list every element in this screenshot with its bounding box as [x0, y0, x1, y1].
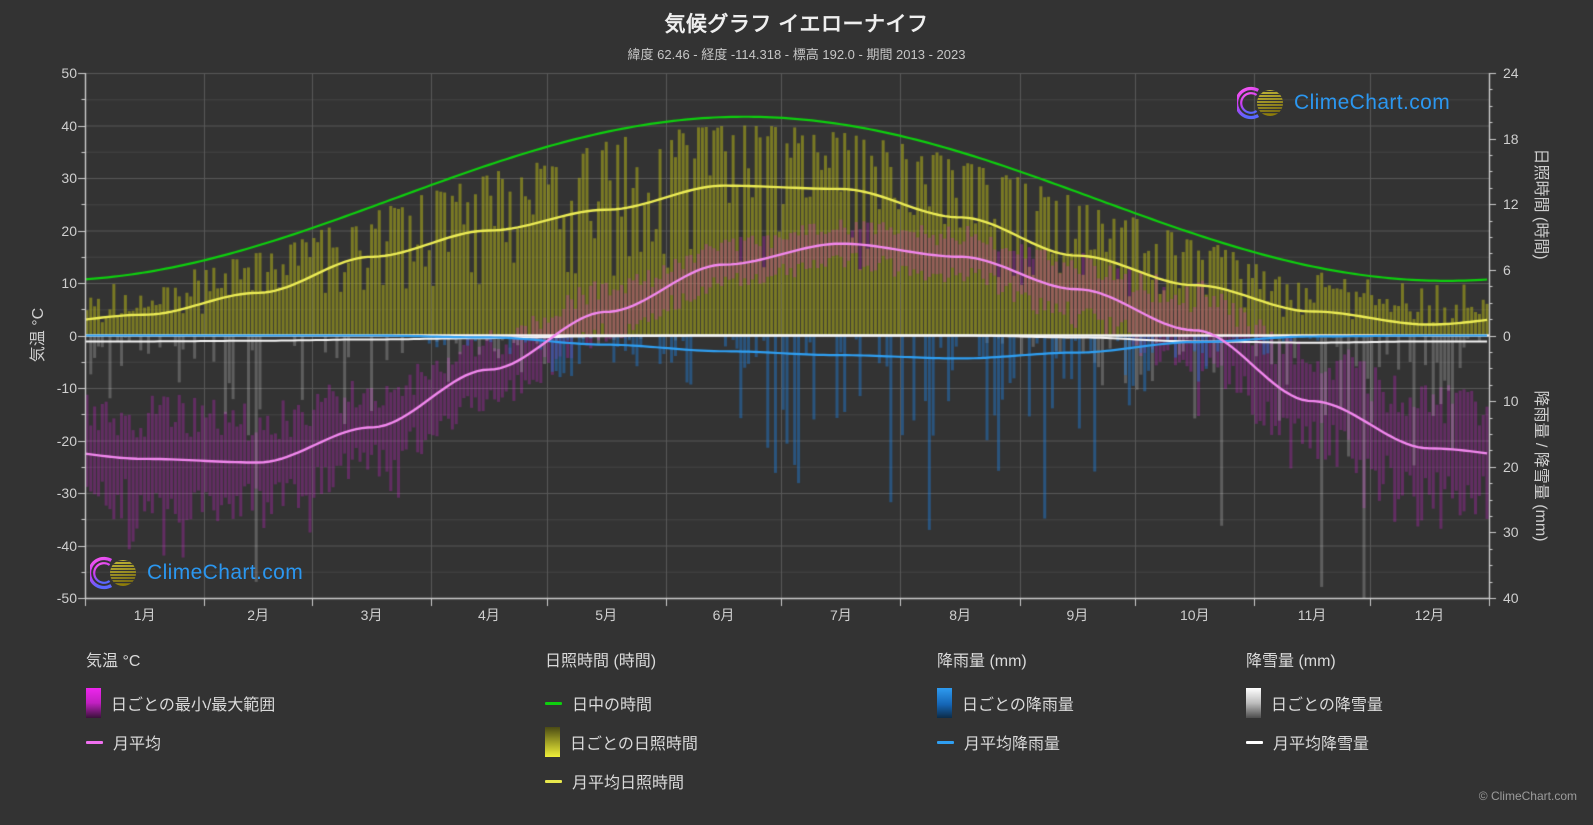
legend-item-mean-snow: 月平均降雪量: [1246, 727, 1369, 757]
climechart-logo-icon: [90, 556, 136, 590]
month-label: 1月: [133, 607, 156, 623]
daylight-line-swatch: [545, 701, 562, 705]
sunshine-daily-swatch: [545, 727, 560, 757]
month-label: 7月: [829, 607, 852, 623]
watermark-brand-text: ClimeChart.com: [1294, 91, 1451, 114]
legend-item-mean-rain: 月平均降雨量: [937, 727, 1060, 757]
precip-axis-tick-label: 20: [1503, 458, 1519, 475]
rain-daily-swatch: [937, 688, 952, 718]
month-label: 12月: [1414, 607, 1445, 623]
sun-axis-tick-label: 18: [1503, 130, 1519, 147]
legend-item-temp-mean: 月平均: [86, 727, 161, 757]
temp-axis-tick-label: -40: [56, 537, 77, 554]
month-label: 9月: [1066, 607, 1089, 623]
legend-item-temp-range: 日ごとの最小/最大範囲: [86, 688, 275, 718]
precip-axis-tick-label: 10: [1503, 393, 1519, 410]
temp-axis-tick-label: 30: [61, 170, 77, 186]
sun-axis-tick-label: 0: [1503, 327, 1511, 344]
legend-label: 月平均降雨量: [964, 736, 1061, 753]
legend-label: 日ごとの日照時間: [570, 736, 698, 753]
temp-axis-tick-label: -30: [56, 485, 77, 501]
legend-item-mean-sunshine: 月平均日照時間: [545, 766, 684, 796]
legend: 気温 °C 日ごとの最小/最大範囲 月平均 日照時間 (時間) 日中の時間 日ご…: [0, 645, 1593, 815]
sun-axis-tick-label: 24: [1503, 65, 1519, 81]
legend-label: 日ごとの降雪量: [1271, 697, 1383, 714]
sun-axis-tick-label: 12: [1503, 196, 1519, 213]
month-label: 5月: [595, 607, 618, 623]
temp-axis-tick-label: -10: [56, 380, 77, 396]
month-label: 3月: [360, 607, 383, 623]
watermark-bottom-left: ClimeChart.com: [90, 552, 303, 594]
legend-label: 日中の時間: [572, 697, 653, 714]
sunshine-mean-line-swatch: [545, 779, 562, 783]
sun-axis-tick-label: 6: [1503, 261, 1511, 278]
watermark-brand-text: ClimeChart.com: [147, 561, 304, 584]
legend-item-daylight: 日中の時間: [545, 688, 652, 718]
month-label: 8月: [949, 607, 971, 623]
legend-label: 日ごとの最小/最大範囲: [111, 697, 276, 714]
legend-label: 月平均: [113, 736, 162, 753]
climechart-logo-icon: [1237, 86, 1283, 120]
precip-axis-tick-label: 30: [1503, 524, 1519, 541]
temp-axis-tick-label: 0: [69, 327, 77, 344]
temp-axis-tick-label: 10: [61, 275, 77, 291]
legend-title-snow: 降雪量 (mm): [1246, 653, 1336, 670]
page-title: 気候グラフ イエローナイフ: [664, 13, 929, 36]
snow-daily-swatch: [1246, 688, 1261, 718]
legend-item-daily-snow: 日ごとの降雪量: [1246, 688, 1383, 718]
copyright-text: © ClimeChart.com: [1478, 789, 1577, 803]
temp-axis-tick-label: 40: [61, 117, 77, 134]
legend-item-daily-sunshine: 日ごとの日照時間: [545, 727, 698, 757]
month-label: 10月: [1179, 607, 1210, 623]
legend-title-sunshine: 日照時間 (時間): [545, 653, 657, 670]
temp-axis-tick-label: -20: [56, 432, 77, 449]
snow-mean-line-swatch: [1246, 740, 1263, 744]
temp-mean-line-swatch: [86, 740, 103, 744]
legend-title-rain: 降雨量 (mm): [937, 653, 1027, 670]
legend-label: 日ごとの降雨量: [962, 697, 1074, 714]
month-label: 11月: [1297, 607, 1327, 623]
month-label: 6月: [712, 607, 735, 623]
legend-title-temperature: 気温 °C: [86, 653, 141, 670]
rain-mean-line-swatch: [937, 740, 954, 744]
temp-range-swatch: [86, 688, 101, 718]
legend-label: 月平均日照時間: [572, 775, 685, 792]
page-subtitle: 緯度 62.46 - 経度 -114.318 - 標高 192.0 - 期間 2…: [627, 47, 966, 62]
legend-label: 月平均降雪量: [1273, 736, 1370, 753]
watermark-top-right: ClimeChart.com: [1237, 82, 1450, 124]
temp-axis-tick-label: -50: [56, 590, 77, 606]
month-label: 4月: [477, 607, 500, 623]
temp-axis-tick-label: 50: [61, 65, 77, 81]
month-label: 2月: [247, 607, 269, 623]
temp-axis-tick-label: 20: [61, 222, 77, 239]
precip-axis-tick-label: 40: [1503, 590, 1519, 606]
legend-item-daily-rain: 日ごとの降雨量: [937, 688, 1074, 718]
